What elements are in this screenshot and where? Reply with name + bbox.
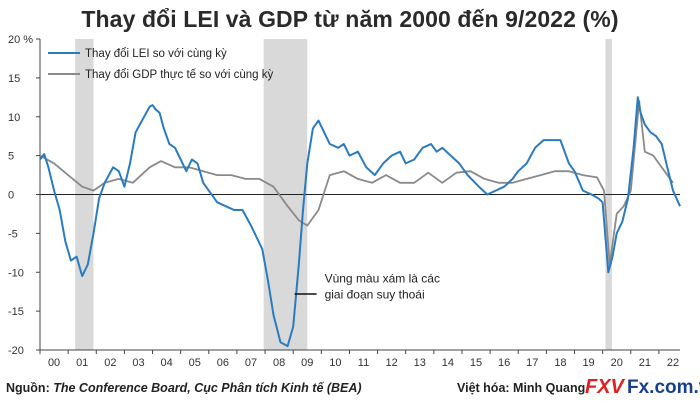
x-tick-label: 10: [329, 357, 341, 369]
x-tick-label: 00: [48, 357, 60, 369]
y-tick-label: 15: [8, 73, 20, 85]
legend-label: Thay đổi LEI so với cùng kỳ: [85, 48, 227, 60]
x-tick-label: 07: [245, 357, 257, 369]
x-tick-label: 05: [189, 357, 201, 369]
x-tick-label: 09: [301, 357, 313, 369]
gdp-series-line: [39, 100, 674, 266]
y-tick-label: -10: [8, 267, 24, 279]
annotation-text: Vùng màu xám là các: [325, 271, 440, 285]
fxvietnam-logo[interactable]: FXV Fx.com.vn: [585, 376, 700, 404]
x-tick-label: 04: [160, 357, 172, 369]
chart-title: Thay đổi LEI và GDP từ năm 2000 đến 9/20…: [81, 6, 619, 32]
x-tick-label: 13: [414, 357, 426, 369]
lei-series-line: [39, 96, 681, 348]
x-tick-label: 17: [526, 357, 538, 369]
y-tick-label: 10: [8, 112, 20, 124]
x-tick-label: 02: [104, 357, 116, 369]
source-text: The Conference Board, Cục Phân tích Kinh…: [53, 381, 362, 395]
x-tick-label: 14: [442, 357, 454, 369]
x-tick-label: 19: [582, 357, 594, 369]
x-tick-label: 16: [498, 357, 510, 369]
y-tick-label: -20: [8, 345, 24, 357]
legend-label: Thay đổi GDP thực tế so với cùng kỳ: [85, 69, 273, 81]
x-tick-label: 22: [667, 357, 679, 369]
x-tick-label: 12: [386, 357, 398, 369]
y-tick-label: -5: [8, 228, 18, 240]
x-tick-label: 20: [611, 357, 623, 369]
x-tick-label: 21: [639, 357, 651, 369]
x-tick-label: 18: [554, 357, 566, 369]
logo-mark: FXV: [585, 376, 624, 398]
annotation-text: giai đoạn suy thoái: [325, 287, 425, 301]
y-tick-label: -15: [8, 306, 24, 318]
logo-site: Fx.com.vn: [627, 377, 700, 398]
y-tick-label: 0: [8, 190, 14, 202]
x-tick-label: 03: [132, 357, 144, 369]
x-tick-label: 08: [273, 357, 285, 369]
x-tick-label: 01: [76, 357, 88, 369]
y-tick-label: 5: [8, 151, 14, 163]
x-tick-label: 06: [217, 357, 229, 369]
x-tick-label: 11: [358, 357, 369, 369]
source-label: Nguồn:: [6, 381, 50, 395]
x-tick-label: 15: [470, 357, 482, 369]
credit-note: Việt hóa: Minh Quang: [457, 381, 586, 395]
y-tick-label: 20 %: [8, 34, 33, 46]
source-note: Nguồn: The Conference Board, Cục Phân tí…: [6, 381, 362, 395]
